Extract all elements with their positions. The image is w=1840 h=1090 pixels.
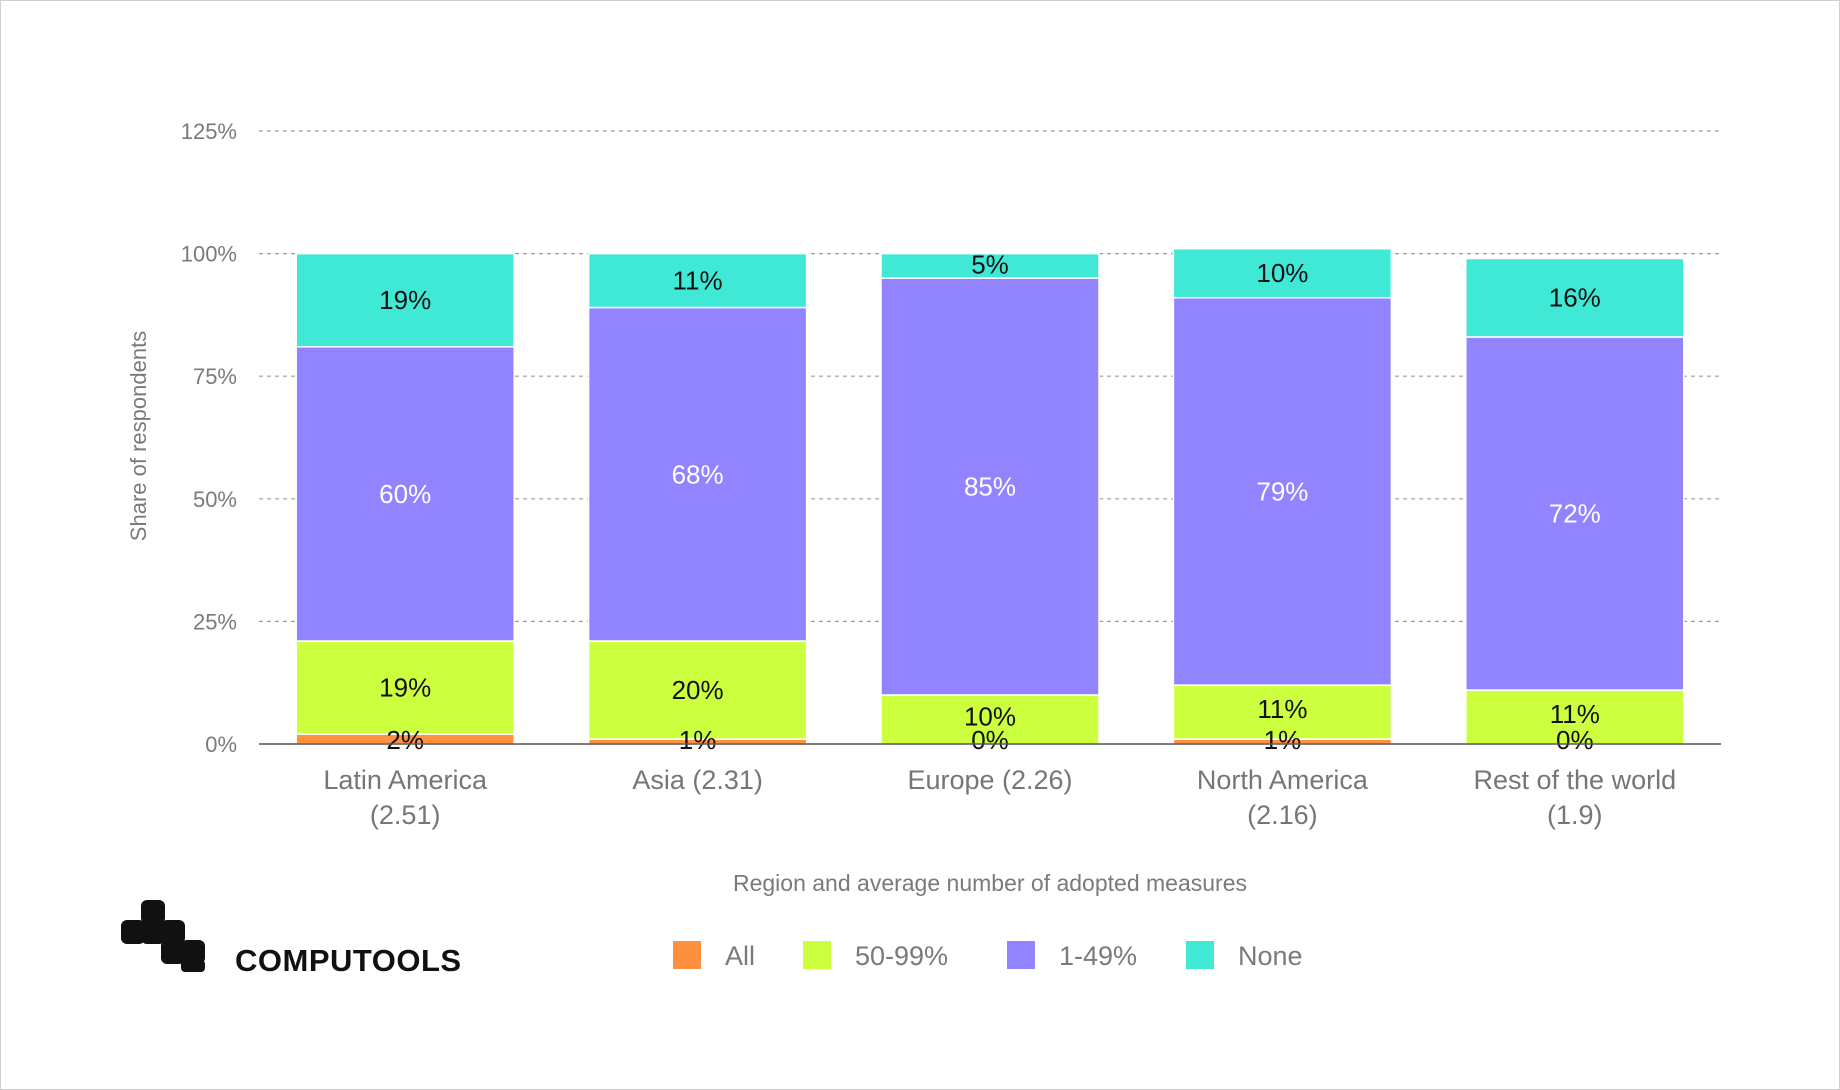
data-label: 20%: [672, 675, 724, 705]
data-label: 60%: [379, 479, 431, 509]
data-label: 5%: [971, 250, 1009, 280]
bars: [295, 247, 1685, 745]
x-tick-label: (1.9): [1547, 800, 1603, 830]
x-tick-label: Latin America: [323, 765, 488, 795]
y-axis-ticks: 0% 25% 50% 75% 100% 125%: [181, 119, 237, 757]
data-label: 11%: [1257, 694, 1307, 724]
data-labels: 2%19%60%19%1%20%68%11%0%10%85%5%1%11%79%…: [379, 250, 1601, 755]
bar-segment-50-99-: [587, 640, 808, 740]
bar-segment-50-99-: [880, 694, 1100, 745]
data-label: 19%: [379, 285, 431, 315]
brand-logo: COMPUTOOLS: [121, 900, 462, 978]
bar-segment-50-99-: [1465, 689, 1685, 745]
bar-segment-1-49-: [587, 306, 808, 642]
y-tick-label: 0%: [205, 732, 237, 757]
legend-swatch: [1007, 941, 1035, 969]
computools-logo-icon: [121, 900, 205, 972]
legend-label: None: [1238, 941, 1303, 971]
legend-label: 1-49%: [1059, 941, 1137, 971]
legend-label: 50-99%: [855, 941, 948, 971]
bar-segment-none: [880, 252, 1100, 279]
x-tick-label: Asia (2.31): [632, 765, 763, 795]
y-tick-label: 100%: [181, 242, 237, 267]
data-label: 11%: [673, 266, 723, 296]
y-tick-label: 75%: [193, 364, 237, 389]
y-tick-label: 25%: [193, 609, 237, 634]
legend-swatch: [803, 941, 831, 969]
data-label: 1%: [1264, 725, 1302, 755]
data-label: 1%: [679, 725, 717, 755]
data-label: 72%: [1549, 499, 1601, 529]
x-axis-categories: Latin America (2.51) Asia (2.31) Europe (2.…: [323, 765, 1676, 830]
x-tick-label: (2.16): [1247, 800, 1318, 830]
x-axis-label: Region and average number of adopted mea…: [733, 870, 1247, 896]
data-label: 16%: [1549, 283, 1601, 313]
x-tick-label: Rest of the world: [1474, 765, 1677, 795]
data-label: 10%: [1256, 258, 1308, 288]
legend-label: All: [725, 941, 755, 971]
data-label: 0%: [1556, 725, 1594, 755]
bar-segment-50-99-: [1172, 684, 1393, 740]
data-label: 68%: [672, 459, 724, 489]
data-label: 10%: [964, 701, 1016, 731]
legend-swatch: [1186, 941, 1214, 969]
data-label: 19%: [379, 673, 431, 703]
x-tick-label: (2.51): [370, 800, 441, 830]
data-label: 2%: [386, 725, 424, 755]
bar-segment-none: [1172, 247, 1393, 299]
bar-segment-1-49-: [880, 277, 1100, 696]
data-label: 0%: [971, 725, 1009, 755]
y-tick-label: 125%: [181, 119, 237, 144]
data-label: 79%: [1256, 476, 1308, 506]
brand-name: COMPUTOOLS: [235, 943, 462, 978]
x-tick-label: North America: [1197, 765, 1369, 795]
data-label: 85%: [964, 472, 1016, 502]
bar-segment-1-49-: [1172, 296, 1393, 686]
y-tick-label: 50%: [193, 487, 237, 512]
legend-swatch: [673, 941, 701, 969]
bar-segment-1-49-: [295, 346, 515, 642]
bar-segment-none: [295, 252, 515, 348]
y-axis-label: Share of respondents: [126, 331, 151, 541]
data-label: 11%: [1550, 699, 1600, 729]
bar-segment-none: [587, 252, 808, 309]
legend: All 50-99% 1-49% None: [673, 941, 1303, 971]
bar-segment-50-99-: [295, 640, 515, 735]
bar-segment-none: [1465, 257, 1685, 338]
x-tick-label: Europe (2.26): [907, 765, 1072, 795]
